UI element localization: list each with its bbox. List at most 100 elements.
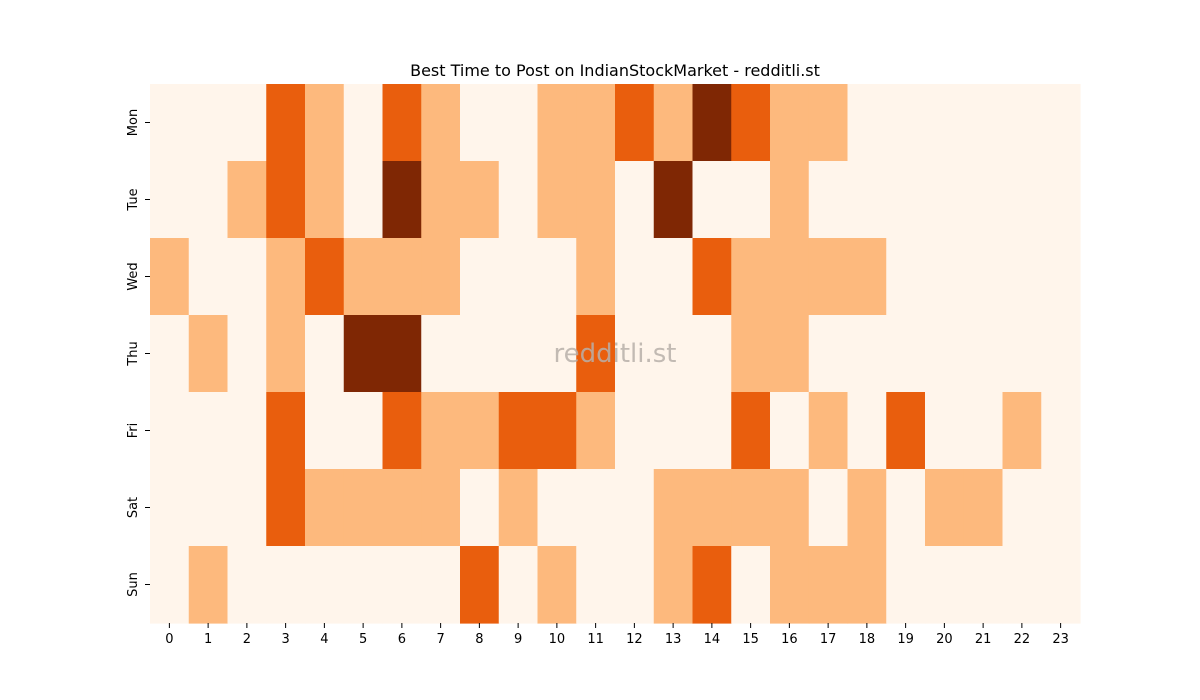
heatmap-cell-sat-4 (305, 469, 345, 547)
heatmap-cell-sun-20 (925, 546, 965, 624)
heatmap-cell-fri-0 (150, 392, 190, 470)
heatmap-cell-thu-8 (460, 315, 500, 393)
heatmap-cell-tue-4 (305, 161, 345, 239)
heatmap-cell-mon-12 (615, 84, 655, 162)
heatmap-cell-tue-23 (1041, 161, 1081, 239)
heatmap-cell-sun-15 (731, 546, 771, 624)
heatmap-cell-fri-16 (770, 392, 810, 470)
heatmap-cell-mon-11 (576, 84, 616, 162)
heatmap-cell-wed-8 (460, 238, 500, 316)
y-tick-label: Mon (126, 109, 141, 136)
heatmap-cell-wed-1 (188, 238, 229, 316)
heatmap-cell-sat-7 (421, 469, 461, 547)
heatmap-cell-fri-11 (576, 392, 616, 470)
x-tick-label: 5 (359, 632, 367, 647)
heatmap-cell-wed-6 (382, 238, 422, 316)
heatmap-cell-fri-19 (886, 392, 926, 470)
heatmap-cell-wed-21 (963, 238, 1004, 316)
heatmap-cell-tue-3 (266, 161, 306, 239)
heatmap-cell-sat-5 (343, 469, 384, 547)
heatmap-cell-sat-18 (847, 469, 887, 547)
x-tick-label: 14 (704, 632, 721, 647)
watermark: redditli.st (554, 339, 677, 369)
heatmap-cell-wed-2 (227, 238, 267, 316)
heatmap-cell-wed-22 (1002, 238, 1042, 316)
heatmap-cell-thu-14 (692, 315, 732, 393)
heatmap-cell-fri-18 (847, 392, 887, 470)
heatmap-cell-fri-5 (343, 392, 384, 470)
heatmap-cell-wed-9 (498, 238, 539, 316)
heatmap-cell-sat-19 (886, 469, 926, 547)
x-tick-label: 6 (398, 632, 406, 647)
heatmap-cell-sun-19 (886, 546, 926, 624)
heatmap-cell-fri-7 (421, 392, 461, 470)
heatmap-cell-mon-13 (653, 84, 694, 162)
heatmap-cell-wed-12 (615, 238, 655, 316)
y-tick-label: Thu (126, 341, 141, 366)
heatmap-cell-sun-8 (460, 546, 500, 624)
heatmap-cell-thu-5 (343, 315, 384, 393)
heatmap-cell-thu-6 (382, 315, 422, 393)
heatmap-cell-sun-4 (305, 546, 345, 624)
heatmap-cell-thu-1 (188, 315, 229, 393)
x-tick-label: 20 (936, 632, 953, 647)
heatmap-cell-mon-22 (1002, 84, 1042, 162)
heatmap-cell-tue-1 (188, 161, 229, 239)
heatmap-cell-tue-22 (1002, 161, 1042, 239)
x-tick-label: 11 (587, 632, 604, 647)
heatmap-cell-wed-4 (305, 238, 345, 316)
heatmap-cell-fri-1 (188, 392, 229, 470)
heatmap-cell-tue-14 (692, 161, 732, 239)
heatmap-cell-sun-7 (421, 546, 461, 624)
heatmap-cell-wed-3 (266, 238, 306, 316)
heatmap-cell-sat-15 (731, 469, 771, 547)
heatmap-cell-thu-19 (886, 315, 926, 393)
heatmap-cell-sat-16 (770, 469, 810, 547)
heatmap-cell-tue-16 (770, 161, 810, 239)
heatmap-cell-sun-22 (1002, 546, 1042, 624)
heatmap-cell-sat-9 (498, 469, 539, 547)
heatmap-cell-tue-12 (615, 161, 655, 239)
x-tick-label: 2 (243, 632, 251, 647)
heatmap-cell-wed-13 (653, 238, 694, 316)
heatmap-cell-mon-6 (382, 84, 422, 162)
heatmap-cell-thu-11 (576, 315, 616, 393)
heatmap-cell-thu-17 (808, 315, 849, 393)
heatmap-cell-sat-21 (963, 469, 1004, 547)
heatmap-cell-tue-5 (343, 161, 384, 239)
heatmap-cell-wed-15 (731, 238, 771, 316)
x-tick-label: 19 (897, 632, 914, 647)
chart-title: Best Time to Post on IndianStockMarket -… (410, 61, 820, 80)
heatmap-cell-thu-2 (227, 315, 267, 393)
heatmap-cell-fri-17 (808, 392, 849, 470)
heatmap-cell-wed-16 (770, 238, 810, 316)
heatmap-cell-wed-10 (537, 238, 577, 316)
y-tick-label: Fri (126, 423, 141, 439)
heatmap-cell-sun-18 (847, 546, 887, 624)
heatmap-cell-sat-6 (382, 469, 422, 547)
heatmap-cell-thu-0 (150, 315, 190, 393)
heatmap-cell-fri-12 (615, 392, 655, 470)
heatmap-cell-tue-20 (925, 161, 965, 239)
x-tick-label: 15 (742, 632, 759, 647)
heatmap-cell-fri-14 (692, 392, 732, 470)
heatmap-cell-mon-10 (537, 84, 577, 162)
x-tick-label: 8 (475, 632, 483, 647)
heatmap-cell-mon-2 (227, 84, 267, 162)
heatmap-cell-sat-0 (150, 469, 190, 547)
heatmap-cell-mon-23 (1041, 84, 1081, 162)
heatmap-cell-mon-20 (925, 84, 965, 162)
x-tick-label: 17 (820, 632, 837, 647)
heatmap-cell-thu-16 (770, 315, 810, 393)
x-axis-ticks: 0 1 2 3 4 5 6 7 8 9 10 11 12 13 14 15 16 17 18 19 20 21 22 23 (165, 623, 1069, 647)
heatmap-cell-fri-6 (382, 392, 422, 470)
x-tick-label: 9 (514, 632, 522, 647)
heatmap-cell-fri-13 (653, 392, 694, 470)
heatmap-cell-wed-18 (847, 238, 887, 316)
heatmap-cell-wed-7 (421, 238, 461, 316)
heatmap-cell-tue-19 (886, 161, 926, 239)
heatmap-cell-wed-5 (343, 238, 384, 316)
heatmap-cell-thu-13 (653, 315, 694, 393)
